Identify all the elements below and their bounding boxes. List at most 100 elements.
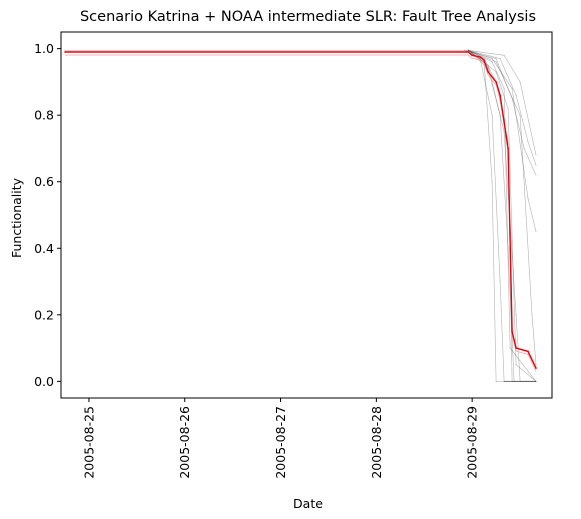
ensemble-4-point-1 — [463, 49, 465, 51]
y-tick-label: 0.0 — [34, 374, 54, 389]
ensemble-11-point-2 — [491, 58, 493, 60]
mean-point-8 — [499, 94, 501, 96]
ensemble-11-point-4 — [527, 197, 529, 199]
ensemble-5-point-4 — [527, 141, 529, 143]
x-axis-label: Date — [293, 496, 323, 511]
ensemble-3-point-2 — [491, 61, 493, 63]
mean-point-1 — [64, 51, 66, 53]
ensemble-line-3 — [468, 50, 537, 382]
ensemble-7-point-1 — [467, 49, 469, 51]
ensemble-1-point-2 — [467, 49, 469, 51]
ensemble-8-point-4 — [495, 380, 497, 382]
ensemble-10-point-1 — [467, 49, 469, 51]
x-tick-label: 2005-08-28 — [369, 406, 384, 479]
ensemble-7-point-3 — [491, 114, 493, 116]
x-axis: 2005-08-25 2005-08-26 2005-08-27 2005-08-28… — [81, 398, 480, 479]
ensemble-9-point-5 — [519, 380, 521, 382]
mean-point-5 — [483, 59, 485, 62]
ensemble-10-point-5 — [535, 380, 537, 382]
mean-point-6 — [487, 71, 489, 73]
y-tick-label: 0.2 — [34, 307, 54, 322]
ensemble-8-point-3 — [491, 181, 493, 183]
y-tick-label: 0.6 — [34, 174, 54, 189]
ensemble-1-point-3 — [483, 58, 485, 60]
ensemble-6-point-3 — [519, 81, 521, 83]
ensemble-9-point-6 — [535, 380, 537, 382]
ensemble-7-point-6 — [535, 380, 537, 382]
ensemble-9-point-3 — [503, 131, 505, 133]
mean-point-13 — [535, 367, 537, 369]
y-axis-label: Functionality — [9, 177, 24, 258]
x-tick-label: 2005-08-29 — [465, 406, 480, 479]
ensemble-1-point-7 — [535, 380, 537, 382]
ensemble-5-point-5 — [535, 164, 537, 166]
ensemble-line-5 — [468, 50, 537, 166]
ensemble-5-point-3 — [515, 94, 517, 96]
ensemble-6-point-1 — [467, 49, 469, 51]
mean-point-2 — [467, 51, 470, 53]
ensemble-11-point-3 — [511, 88, 513, 90]
mean-point-9 — [507, 147, 509, 150]
ensemble-2-point-2 — [487, 68, 489, 70]
mean-point-7 — [495, 81, 497, 83]
ensemble-4-point-4 — [523, 148, 525, 149]
ensemble-10-point-4 — [515, 364, 517, 366]
ensemble-2-point-5 — [513, 380, 515, 382]
ensemble-7-point-2 — [479, 58, 481, 60]
ensemble-line-8 — [468, 50, 536, 382]
ensemble-5-point-1 — [467, 49, 469, 51]
mean-band — [65, 54, 537, 372]
ensemble-6-point-4 — [535, 154, 537, 156]
ensemble-12-point-3 — [519, 114, 521, 116]
ensemble-9-point-1 — [467, 49, 469, 51]
x-tick-label: 2005-08-25 — [81, 406, 96, 479]
ensemble-7-point-5 — [503, 380, 505, 382]
ensemble-6-point-2 — [503, 54, 505, 56]
y-tick-label: 0.8 — [34, 108, 54, 123]
ensemble-5-point-2 — [499, 58, 501, 60]
ensemble-8-point-1 — [467, 49, 469, 51]
mean-point-10 — [511, 330, 513, 333]
ensemble-1-point-1 — [64, 49, 66, 51]
mean-point-11 — [515, 347, 517, 349]
ensemble-7-point-4 — [499, 281, 501, 282]
ensemble-line-12 — [468, 50, 537, 365]
ensemble-9-point-4 — [515, 314, 517, 316]
ensemble-12-point-2 — [495, 61, 497, 63]
ensemble-11-point-5 — [535, 231, 537, 233]
ensemble-line-4 — [464, 50, 537, 176]
ensemble-2-point-1 — [467, 49, 469, 51]
ensemble-2-point-3 — [499, 114, 501, 116]
y-tick-label: 0.4 — [34, 241, 54, 256]
ensemble-3-point-1 — [467, 49, 469, 51]
ensemble-line-6 — [468, 50, 537, 156]
ensemble-1-point-5 — [507, 141, 509, 143]
ensemble-3-point-4 — [509, 347, 511, 349]
ensemble-2-point-4 — [507, 247, 509, 249]
ensemble-10-point-2 — [495, 71, 497, 73]
ensemble-11-point-1 — [467, 49, 469, 51]
chart-title: Scenario Katrina + NOAA intermediate SLR… — [80, 9, 536, 25]
ensemble-10-point-3 — [507, 108, 509, 109]
ensemble-4-point-3 — [511, 98, 513, 99]
plot-frame — [60, 31, 553, 399]
ensemble-12-point-1 — [467, 49, 469, 51]
mean-point-12 — [527, 350, 529, 353]
ensemble-12-point-4 — [531, 314, 533, 316]
mean-point-4 — [479, 56, 481, 58]
ensemble-3-point-5 — [535, 380, 537, 382]
ensemble-3-point-3 — [503, 88, 505, 90]
ensemble-1-point-6 — [511, 380, 513, 382]
ensemble-line-11 — [468, 50, 537, 232]
ensemble-4-point-5 — [535, 174, 537, 176]
ensemble-8-point-5 — [535, 380, 537, 382]
ensemble-line-10 — [468, 50, 537, 382]
plot-area — [64, 49, 537, 382]
ensemble-9-point-2 — [487, 64, 489, 66]
y-axis: 0.0 0.2 0.4 0.6 0.8 1.0 — [34, 41, 61, 389]
y-tick-label: 1.0 — [34, 41, 54, 56]
x-tick-label: 2005-08-27 — [273, 406, 288, 479]
mean-point-3 — [471, 54, 474, 57]
